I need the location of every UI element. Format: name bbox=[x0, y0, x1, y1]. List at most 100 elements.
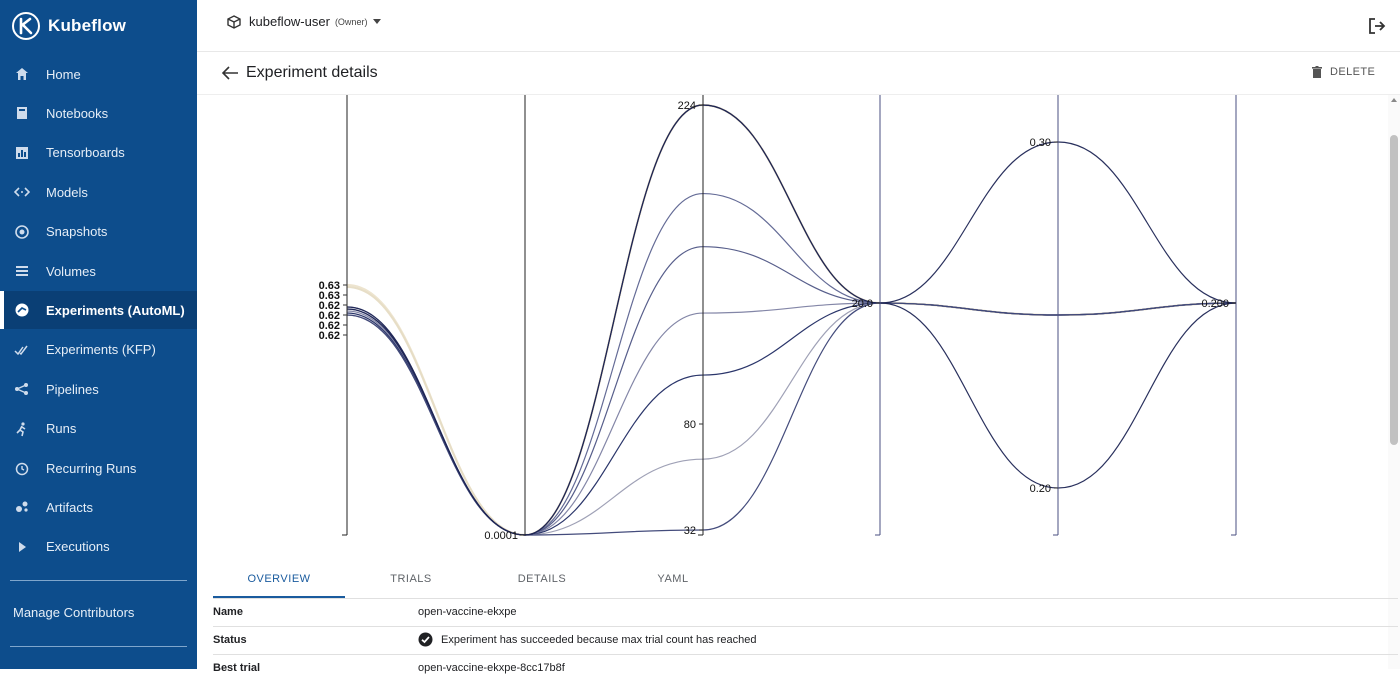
axis-tick-label: 0.63 bbox=[319, 280, 340, 292]
automl-icon bbox=[14, 302, 30, 318]
axis-tick-label: 0.20 bbox=[1030, 483, 1051, 495]
trial-line[interactable] bbox=[346, 104, 1237, 536]
list-icon bbox=[14, 263, 30, 279]
axis-tick-label: 80 bbox=[684, 419, 696, 431]
trial-line[interactable] bbox=[346, 246, 1237, 536]
sidebar-item-label: Tensorboards bbox=[46, 145, 125, 161]
kubeflow-logo-icon bbox=[12, 12, 40, 40]
sidebar-item-label: Pipelines bbox=[46, 381, 99, 397]
back-arrow-icon[interactable] bbox=[221, 65, 239, 81]
trial-line[interactable] bbox=[346, 103, 1237, 537]
sidebar-item-experiments-kfp[interactable]: Experiments (KFP) bbox=[0, 331, 197, 369]
overview-row-name: Name open-vaccine-ekxpe bbox=[213, 598, 1398, 627]
sidebar-divider-bottom bbox=[10, 646, 187, 647]
axis-tick-label: 0.30 bbox=[1030, 137, 1051, 149]
sidebar-item-label: Snapshots bbox=[46, 224, 108, 240]
overview-row-status: Status Experiment has succeeded because … bbox=[213, 626, 1398, 655]
axis-tick-label: 0.200 bbox=[1201, 298, 1229, 310]
sidebar-item-label: Executions bbox=[46, 539, 110, 555]
sidebar-item-runs[interactable]: Runs bbox=[0, 410, 197, 448]
axis-tick-label: 20.0 bbox=[852, 298, 873, 310]
top-bar: kubeflow-user (Owner) bbox=[197, 0, 1400, 52]
delete-button[interactable]: DELETE bbox=[1312, 66, 1375, 78]
sidebar-item-label: Artifacts bbox=[46, 499, 93, 515]
sidebar-item-snapshots[interactable]: Snapshots bbox=[0, 213, 197, 251]
sidebar-divider bbox=[10, 580, 187, 581]
overview-row-best-trial: Best trial open-vaccine-ekxpe-8cc17b8f bbox=[213, 654, 1398, 682]
sidebar-item-executions[interactable]: Executions bbox=[0, 528, 197, 566]
sidebar-item-experiments-automl[interactable]: Experiments (AutoML) bbox=[0, 291, 197, 330]
check-double-icon bbox=[14, 342, 30, 358]
trial-line[interactable] bbox=[346, 302, 1237, 536]
code-arrows-icon bbox=[14, 184, 30, 200]
axis-2[interactable] bbox=[520, 95, 526, 536]
trial-line[interactable] bbox=[346, 302, 1237, 536]
check-circle-icon bbox=[418, 632, 433, 647]
axis-tick-label: 0.62 bbox=[319, 300, 340, 312]
trial-line[interactable] bbox=[346, 192, 1237, 536]
best-trial-key: Best trial bbox=[213, 662, 261, 674]
name-key: Name bbox=[213, 606, 243, 618]
tab-overview[interactable]: OVERVIEW bbox=[213, 560, 345, 598]
sidebar-item-pipelines[interactable]: Pipelines bbox=[0, 370, 197, 408]
sidebar-item-label: Home bbox=[46, 66, 81, 82]
trial-line[interactable] bbox=[346, 104, 1237, 536]
scroll-up-icon[interactable] bbox=[1391, 98, 1397, 102]
notebook-icon bbox=[14, 105, 30, 121]
sidebar-item-volumes[interactable]: Volumes bbox=[0, 252, 197, 290]
axis-tick-label: 0.62 bbox=[319, 310, 340, 322]
trial-line[interactable] bbox=[346, 302, 1237, 536]
manage-contributors-link[interactable]: Manage Contributors bbox=[13, 605, 135, 620]
axis-tick-label: 224 bbox=[678, 100, 696, 112]
namespace-selector[interactable]: kubeflow-user (Owner) bbox=[227, 14, 382, 29]
status-key: Status bbox=[213, 634, 247, 646]
name-value: open-vaccine-ekxpe bbox=[418, 606, 517, 618]
home-icon bbox=[14, 66, 30, 82]
chevron-down-icon bbox=[373, 19, 382, 24]
trial-line[interactable] bbox=[346, 302, 1237, 536]
tab-trials[interactable]: TRIALS bbox=[390, 572, 432, 585]
sidebar-item-models[interactable]: Models bbox=[0, 173, 197, 211]
axis-5[interactable] bbox=[1053, 95, 1059, 536]
axis-tick-label: 32 bbox=[684, 525, 696, 537]
best-trial-value[interactable]: open-vaccine-ekxpe-8cc17b8f bbox=[418, 662, 565, 674]
tab-details[interactable]: DETAILS bbox=[517, 572, 567, 585]
sidebar-item-tensorboards[interactable]: Tensorboards bbox=[0, 134, 197, 172]
axis-tick-label: 0.63 bbox=[319, 290, 340, 302]
sidebar-item-label: Notebooks bbox=[46, 105, 109, 121]
delete-label: DELETE bbox=[1330, 66, 1376, 78]
tab-bar: OVERVIEW TRIALS DETAILS YAML bbox=[213, 560, 1398, 599]
app-name: Kubeflow bbox=[48, 16, 127, 35]
trash-icon bbox=[1312, 66, 1322, 78]
sidebar-item-label: Volumes bbox=[46, 263, 96, 279]
namespace-role: (Owner) bbox=[334, 16, 368, 27]
tab-yaml[interactable]: YAML bbox=[657, 572, 689, 585]
status-value: Experiment has succeeded because max tri… bbox=[441, 634, 757, 646]
sidebar-item-artifacts[interactable]: Artifacts bbox=[0, 488, 197, 526]
axis-tick-label: 0.0001 bbox=[484, 530, 518, 542]
namespace-name: kubeflow-user bbox=[249, 14, 330, 29]
page-header: Experiment details DELETE bbox=[197, 52, 1400, 95]
parallel-coordinates-chart[interactable]: 0.630.630.620.620.620.620.0001224803220.… bbox=[197, 95, 1387, 547]
scrollbar-thumb[interactable] bbox=[1390, 135, 1398, 445]
sidebar-item-home[interactable]: Home bbox=[0, 55, 197, 93]
runner-icon bbox=[14, 421, 30, 437]
sidebar-item-label: Runs bbox=[46, 421, 77, 437]
axis-6[interactable] bbox=[1231, 95, 1237, 536]
axis-4[interactable] bbox=[875, 95, 881, 536]
axis-3[interactable] bbox=[698, 95, 704, 536]
trial-line[interactable] bbox=[346, 103, 1237, 537]
sidebar: Kubeflow Home Notebooks Tensorboards Models… bbox=[0, 0, 197, 669]
axis-tick-label: 0.62 bbox=[319, 320, 340, 332]
sidebar-item-notebooks[interactable]: Notebooks bbox=[0, 94, 197, 132]
logout-icon[interactable] bbox=[1367, 16, 1387, 36]
sidebar-item-recurring-runs[interactable]: Recurring Runs bbox=[0, 449, 197, 487]
artifact-icon bbox=[14, 499, 30, 515]
brand[interactable]: Kubeflow bbox=[12, 10, 126, 42]
axis-tick-label: 0.62 bbox=[319, 330, 340, 342]
play-icon bbox=[14, 539, 30, 555]
chart-icon bbox=[14, 145, 30, 161]
namespace-cube-icon bbox=[227, 14, 241, 29]
pipeline-icon bbox=[14, 381, 30, 397]
snapshot-icon bbox=[14, 224, 30, 240]
